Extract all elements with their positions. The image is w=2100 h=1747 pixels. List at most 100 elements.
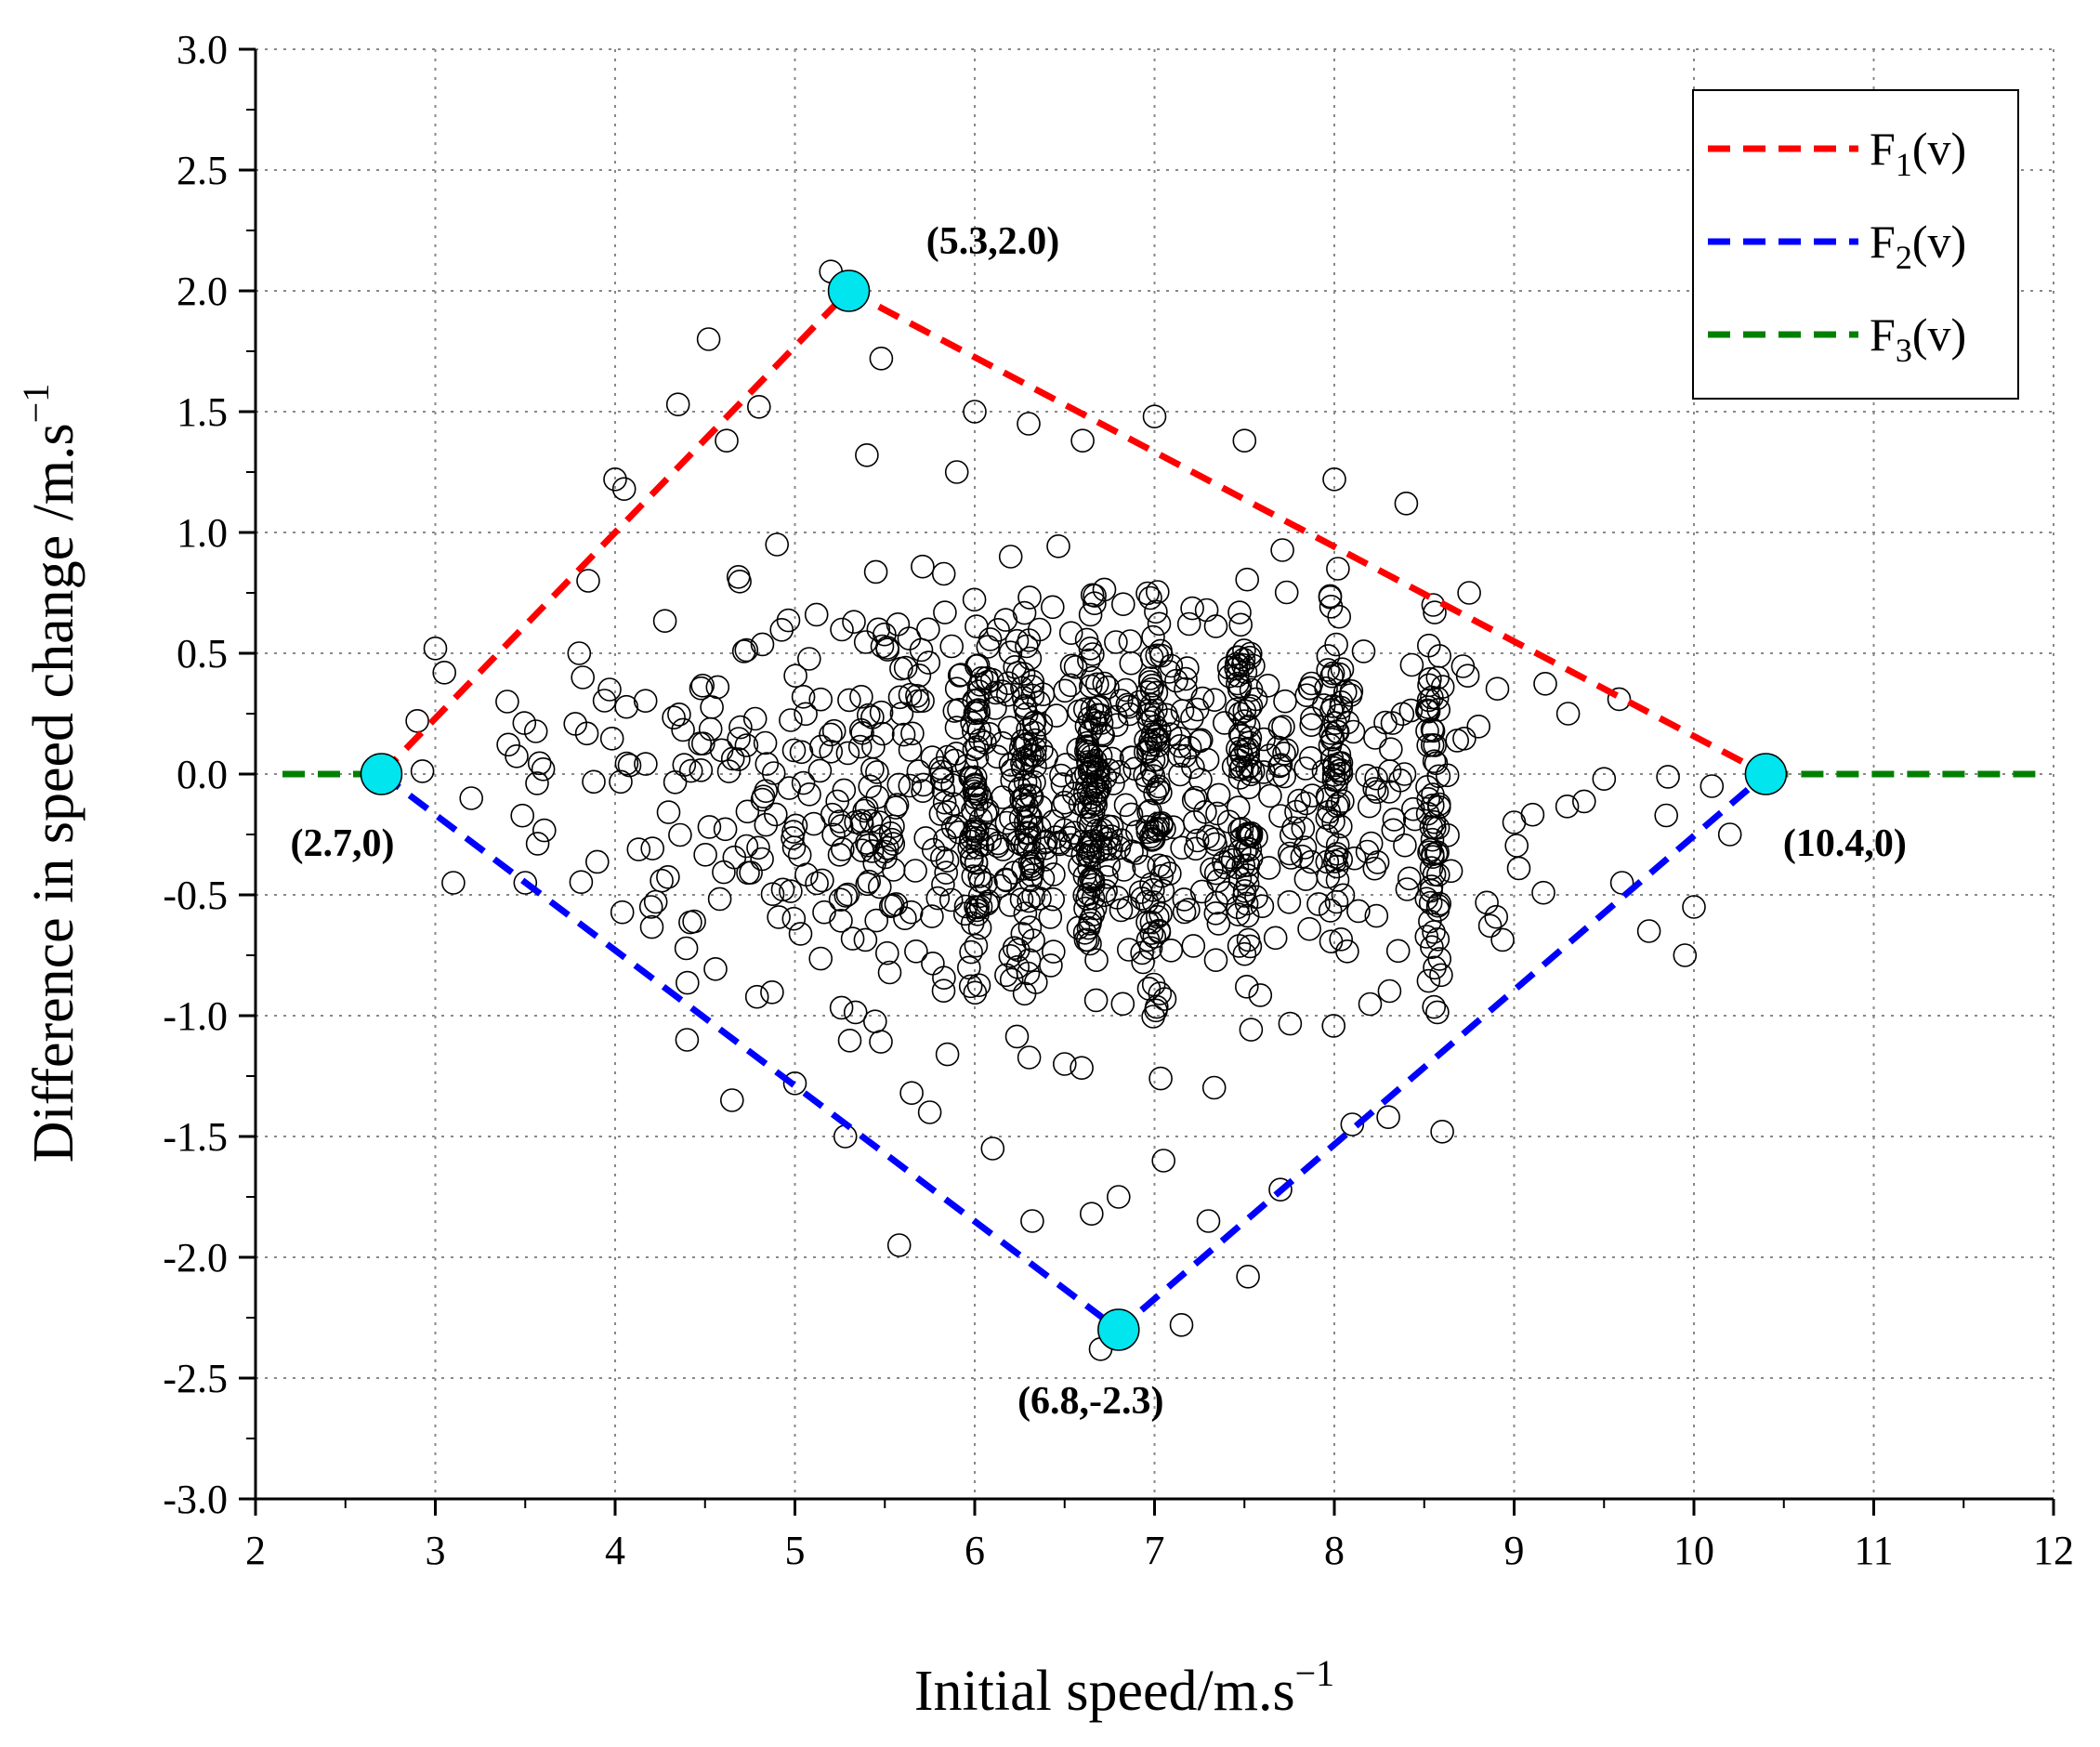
data-point <box>582 769 606 795</box>
data-point <box>1325 768 1349 793</box>
data-point <box>728 715 753 740</box>
data-point <box>652 609 677 634</box>
data-point <box>755 752 780 776</box>
data-point <box>1053 1052 1077 1076</box>
data-point <box>932 790 957 815</box>
data-point <box>574 721 599 746</box>
data-point <box>1327 758 1351 783</box>
data-point <box>1010 729 1035 754</box>
data-point <box>1111 592 1135 617</box>
key-points: (2.7,0) (5.3,2.0) (6.8,-2.3) (10.4,0) <box>290 220 1906 1423</box>
data-point <box>1438 859 1463 884</box>
y-tick-label: 2.0 <box>177 269 228 314</box>
data-point <box>1700 774 1725 798</box>
data-point <box>1174 666 1198 691</box>
data-point <box>1364 903 1389 928</box>
data-point <box>1202 688 1227 713</box>
data-point <box>1424 841 1449 866</box>
data-point <box>1139 910 1164 935</box>
data-point <box>855 442 879 467</box>
data-point <box>571 665 596 690</box>
data-point <box>965 835 990 860</box>
data-point <box>1011 662 1036 686</box>
data-point <box>1717 822 1742 847</box>
data-point <box>1277 889 1302 914</box>
data-point <box>1033 847 1058 872</box>
data-point <box>820 802 845 827</box>
data-point <box>1011 746 1036 771</box>
data-point <box>911 554 935 579</box>
data-point <box>1085 703 1110 728</box>
data-point <box>958 974 983 999</box>
data-point <box>1034 829 1058 854</box>
data-point <box>1506 856 1531 881</box>
data-point <box>957 955 981 980</box>
data-point <box>1079 674 1103 699</box>
data-point <box>913 826 938 850</box>
data-point <box>1172 887 1197 912</box>
data-point <box>1426 764 1451 789</box>
data-point <box>1322 466 1346 492</box>
data-point <box>1146 777 1170 801</box>
data-point <box>934 860 959 885</box>
data-point <box>1297 916 1321 941</box>
data-point <box>1364 766 1388 791</box>
data-point <box>1185 697 1210 722</box>
data-point <box>713 817 738 842</box>
data-point <box>829 908 853 933</box>
data-point <box>1128 880 1153 904</box>
y-tick-label: -1.5 <box>163 1114 228 1160</box>
x-tick-label: 7 <box>1145 1528 1165 1573</box>
data-point <box>1073 896 1097 921</box>
data-point <box>617 753 642 778</box>
data-point <box>963 773 988 798</box>
data-point <box>899 1081 924 1105</box>
data-point <box>703 957 728 981</box>
data-point <box>744 984 769 1009</box>
data-point <box>968 807 993 832</box>
data-point <box>1311 759 1336 783</box>
data-point <box>1014 821 1039 846</box>
data-point <box>1324 632 1348 657</box>
data-point <box>1017 412 1041 436</box>
data-point <box>933 600 957 624</box>
data-point <box>1263 926 1288 951</box>
data-point <box>1235 872 1260 897</box>
data-point <box>1080 1202 1104 1226</box>
data-point <box>1039 953 1063 978</box>
data-point <box>1214 881 1240 905</box>
data-point <box>667 702 691 727</box>
data-point <box>1232 428 1257 453</box>
data-point <box>944 716 969 740</box>
data-point <box>1435 763 1460 788</box>
data-point <box>1135 581 1160 606</box>
data-point <box>962 587 987 612</box>
data-point <box>1682 895 1706 919</box>
data-point <box>938 887 964 913</box>
data-point <box>1221 755 1246 779</box>
data-point <box>1017 646 1043 671</box>
data-point <box>1327 662 1352 687</box>
data-point <box>1189 879 1214 904</box>
key-point <box>360 753 403 795</box>
y-axis-title: Difference in speed change /m.s−1 <box>15 384 85 1162</box>
data-point <box>650 868 674 893</box>
data-point <box>1424 686 1450 711</box>
data-point <box>1402 807 1427 832</box>
data-point <box>944 460 969 484</box>
data-point <box>1256 856 1281 880</box>
data-point <box>1335 939 1359 964</box>
data-point <box>1146 904 1170 929</box>
data-point <box>1020 849 1044 874</box>
data-point <box>1427 795 1451 820</box>
data-point <box>1141 624 1165 650</box>
data-point <box>1032 830 1057 855</box>
y-tick-label: 3.0 <box>177 27 228 72</box>
data-point <box>1555 794 1580 819</box>
data-point <box>1175 656 1200 680</box>
data-point <box>1226 736 1250 761</box>
data-point <box>1148 901 1173 926</box>
data-point <box>1327 604 1351 629</box>
data-point <box>905 683 929 708</box>
data-point <box>1258 783 1282 808</box>
